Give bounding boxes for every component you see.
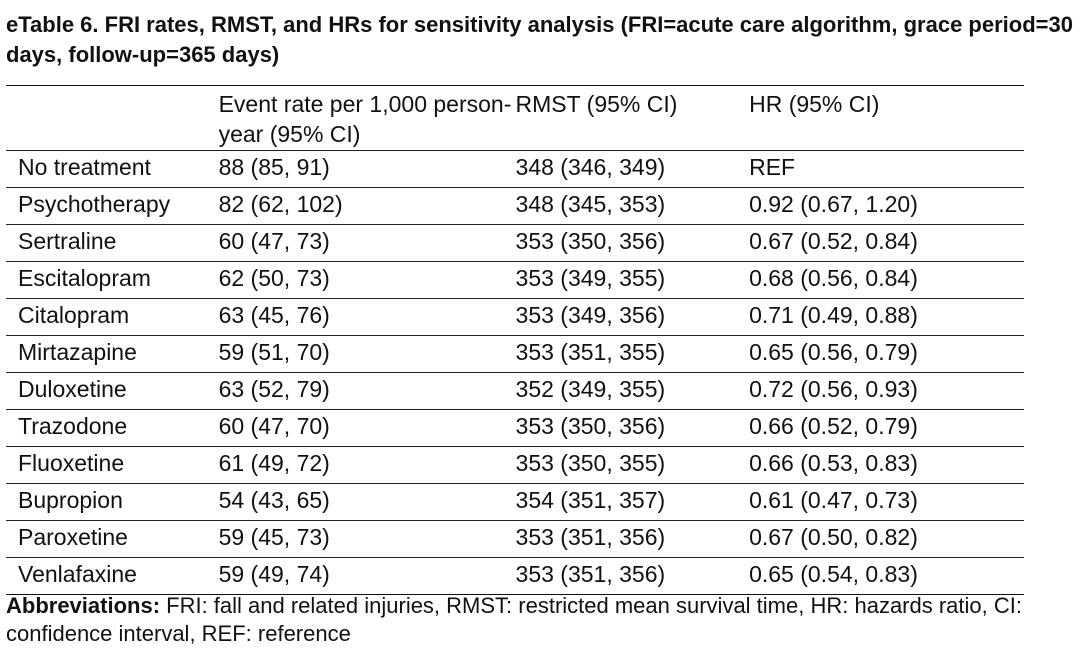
event-rate-cell: 54 (43, 65): [218, 483, 516, 521]
rmst-cell: 353 (349, 355): [515, 261, 750, 299]
table-header-row: Event rate per 1,000 person-year (95% CI…: [6, 85, 1024, 151]
table-row: Psychotherapy 82 (62, 102) 348 (345, 353) 0…: [6, 187, 1024, 225]
table-row: Escitalopram 62 (50, 73) 353 (349, 355) 0.6…: [6, 261, 1024, 299]
abbreviations-label: Abbreviations:: [6, 593, 161, 618]
treatment-cell: Psychotherapy: [6, 187, 219, 225]
rmst-cell: 353 (349, 356): [515, 298, 750, 336]
treatment-cell: Duloxetine: [6, 372, 219, 410]
event-rate-cell: 59 (49, 74): [218, 557, 516, 595]
treatment-cell: Trazodone: [6, 409, 219, 447]
treatment-cell: Bupropion: [6, 483, 219, 521]
hr-cell: 0.66 (0.53, 0.83): [749, 446, 1024, 484]
abbreviations-footnote: Abbreviations: FRI: fall and related inj…: [6, 592, 1066, 648]
event-rate-cell: 60 (47, 73): [218, 224, 516, 262]
rmst-cell: 348 (346, 349): [515, 150, 750, 188]
event-rate-cell: 82 (62, 102): [218, 187, 516, 225]
hr-cell: 0.68 (0.56, 0.84): [749, 261, 1024, 299]
rmst-cell: 353 (350, 356): [515, 409, 750, 447]
hr-cell: 0.65 (0.54, 0.83): [749, 557, 1024, 595]
event-rate-cell: 63 (45, 76): [218, 298, 516, 336]
table-row: Venlafaxine 59 (49, 74) 353 (351, 356) 0.65…: [6, 557, 1024, 595]
table-row: Mirtazapine 59 (51, 70) 353 (351, 355) 0.65…: [6, 335, 1024, 373]
event-rate-cell: 59 (51, 70): [218, 335, 516, 373]
treatment-cell: Sertraline: [6, 224, 219, 262]
table-row: Citalopram 63 (45, 76) 353 (349, 356) 0.71 …: [6, 298, 1024, 336]
rmst-cell: 353 (350, 355): [515, 446, 750, 484]
hr-cell: 0.67 (0.50, 0.82): [749, 520, 1024, 558]
event-rate-cell: 63 (52, 79): [218, 372, 516, 410]
abbreviations-text: FRI: fall and related injuries, RMST: re…: [6, 593, 1022, 646]
rmst-cell: 353 (351, 356): [515, 520, 750, 558]
column-header-rmst: RMST (95% CI): [515, 91, 678, 117]
table-body: No treatment 88 (85, 91) 348 (346, 349) REF…: [6, 150, 1024, 595]
hr-cell: 0.66 (0.52, 0.79): [749, 409, 1024, 447]
table-row: Paroxetine 59 (45, 73) 353 (351, 356) 0.67 …: [6, 520, 1024, 558]
column-header-event-rate: Event rate per 1,000 person-year (95% CI…: [218, 91, 512, 147]
hr-cell: 0.67 (0.52, 0.84): [749, 224, 1024, 262]
table-row: Duloxetine 63 (52, 79) 352 (349, 355) 0.72 …: [6, 372, 1024, 410]
event-rate-cell: 61 (49, 72): [218, 446, 516, 484]
hr-cell: 0.61 (0.47, 0.73): [749, 483, 1024, 521]
rmst-cell: 353 (350, 356): [515, 224, 750, 262]
event-rate-cell: 59 (45, 73): [218, 520, 516, 558]
rmst-cell: 353 (351, 355): [515, 335, 750, 373]
results-table: Event rate per 1,000 person-year (95% CI…: [6, 85, 1024, 595]
treatment-cell: Paroxetine: [6, 520, 219, 558]
hr-cell: 0.92 (0.67, 1.20): [749, 187, 1024, 225]
rmst-cell: 352 (349, 355): [515, 372, 750, 410]
rmst-cell: 353 (351, 356): [515, 557, 750, 595]
table-row: Bupropion 54 (43, 65) 354 (351, 357) 0.61 (…: [6, 483, 1024, 521]
treatment-cell: Escitalopram: [6, 261, 219, 299]
table-title: eTable 6. FRI rates, RMST, and HRs for s…: [6, 12, 1073, 67]
treatment-cell: No treatment: [6, 150, 219, 188]
event-rate-cell: 62 (50, 73): [218, 261, 516, 299]
treatment-cell: Venlafaxine: [6, 557, 219, 595]
rmst-cell: 354 (351, 357): [515, 483, 750, 521]
table-row: Sertraline 60 (47, 73) 353 (350, 356) 0.67 …: [6, 224, 1024, 262]
column-header-group: [6, 86, 219, 151]
event-rate-cell: 88 (85, 91): [218, 150, 516, 188]
event-rate-cell: 60 (47, 70): [218, 409, 516, 447]
column-header-hr: HR (95% CI): [749, 91, 880, 117]
table-row: Fluoxetine 61 (49, 72) 353 (350, 355) 0.66 …: [6, 446, 1024, 484]
treatment-cell: Mirtazapine: [6, 335, 219, 373]
hr-cell: 0.71 (0.49, 0.88): [749, 298, 1024, 336]
hr-cell: REF: [749, 150, 1024, 188]
treatment-cell: Fluoxetine: [6, 446, 219, 484]
table-row: No treatment 88 (85, 91) 348 (346, 349) REF: [6, 150, 1024, 188]
treatment-cell: Citalopram: [6, 298, 219, 336]
hr-cell: 0.65 (0.56, 0.79): [749, 335, 1024, 373]
rmst-cell: 348 (345, 353): [515, 187, 750, 225]
hr-cell: 0.72 (0.56, 0.93): [749, 372, 1024, 410]
table-row: Trazodone 60 (47, 70) 353 (350, 356) 0.66 (…: [6, 409, 1024, 447]
